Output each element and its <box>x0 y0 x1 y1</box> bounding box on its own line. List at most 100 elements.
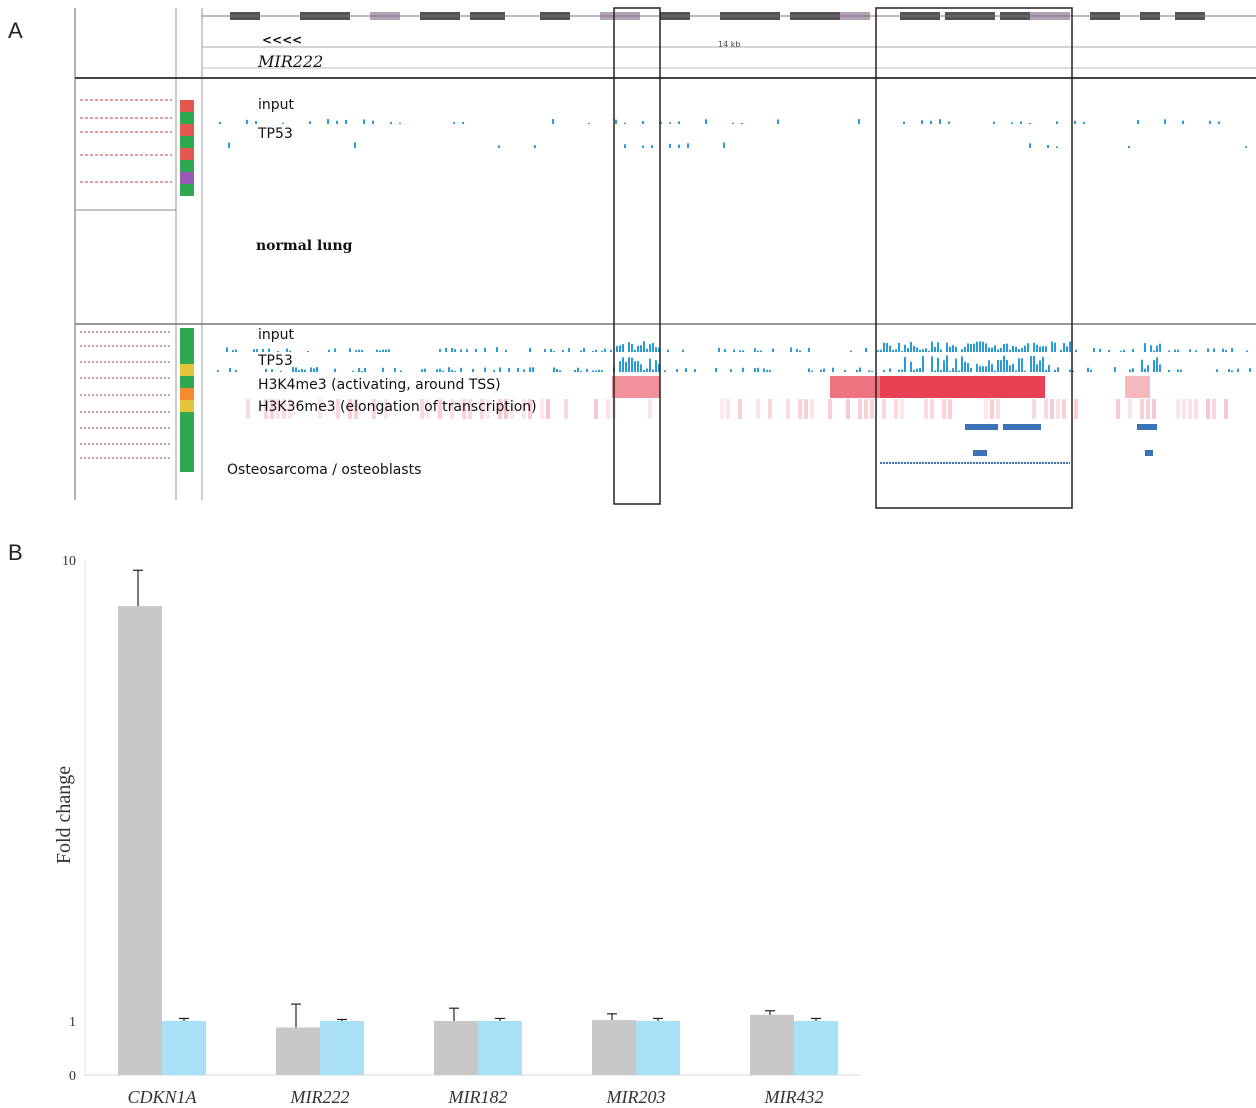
normal-section-label: normal lung <box>256 238 353 254</box>
signal-peak <box>559 370 561 372</box>
x-label-mir182: MIR182 <box>448 1087 508 1107</box>
signal-peak <box>379 350 381 352</box>
signal-peak <box>1147 365 1149 372</box>
h3k36me3-block <box>996 399 1000 419</box>
h3k36me3-block <box>1194 399 1198 419</box>
signal-peak <box>1063 343 1065 352</box>
signal-peak <box>970 344 972 352</box>
signal-peak <box>640 364 642 372</box>
gene-model-track <box>202 12 1256 20</box>
signal-peak <box>913 345 915 352</box>
signal-peak <box>994 345 996 352</box>
annotation-bar <box>1145 450 1153 456</box>
signal-peak <box>961 349 963 352</box>
signal-peak <box>622 357 624 372</box>
signal-peak <box>544 349 546 352</box>
signal-peak <box>1033 342 1035 352</box>
signal-peak <box>550 348 552 352</box>
signal-peak <box>1069 341 1071 352</box>
signal-peak <box>601 350 603 352</box>
track-swatch <box>180 340 194 352</box>
signal-peak <box>991 364 993 372</box>
signal-peak <box>925 348 927 352</box>
cancer-track-label-input: input <box>258 327 295 343</box>
signal-peak <box>622 344 624 352</box>
signal-peak <box>646 368 648 372</box>
signal-peak <box>1083 122 1085 124</box>
signal-peak <box>1174 349 1176 352</box>
x-labels: CDKN1A MIR222 MIR182 MIR203 MIR432 <box>127 1087 823 1107</box>
signal-peak <box>1042 346 1044 352</box>
signal-peak <box>934 346 936 352</box>
signal-peak <box>529 367 531 372</box>
h3k36me3-block <box>858 399 862 419</box>
signal-peak <box>652 369 654 372</box>
signal-peak <box>376 349 378 352</box>
signal-peak <box>718 347 720 352</box>
signal-peak <box>931 341 933 352</box>
h3k36me3-block <box>1116 399 1120 419</box>
signal-peak <box>910 341 912 352</box>
histone-mark-tracks <box>246 376 1228 419</box>
y-tick-label: 10 <box>62 554 76 569</box>
signal-peak <box>451 369 453 372</box>
x-label-cdkn1a: CDKN1A <box>127 1087 197 1107</box>
signal-peak <box>361 370 363 372</box>
signal-peak <box>850 350 852 352</box>
cancer-track-label-h3k4me3: H3K4me3 (activating, around TSS) <box>258 377 501 393</box>
signal-peak <box>937 342 939 352</box>
signal-peak <box>436 369 438 372</box>
h3k36me3-block <box>1212 399 1216 419</box>
signal-peak <box>217 370 219 372</box>
signal-peak <box>952 368 954 372</box>
signal-peak <box>574 369 576 372</box>
y-tick-label: 0 <box>69 1069 76 1084</box>
signal-peak <box>913 370 915 372</box>
h3k36me3-block <box>798 399 802 419</box>
signal-peak <box>400 370 402 372</box>
signal-peak <box>1074 120 1076 124</box>
h3k36me3-block <box>1140 399 1144 419</box>
signal-peak <box>454 349 456 352</box>
signal-peak <box>634 349 636 352</box>
signal-peak <box>687 143 689 148</box>
signal-peak <box>598 369 600 372</box>
signal-peak <box>1027 343 1029 352</box>
signal-peak <box>1060 349 1062 352</box>
signal-peak <box>811 370 813 372</box>
h3k36me3-block <box>1056 399 1060 419</box>
h3k36me3-block <box>1044 399 1048 419</box>
track-swatch <box>180 148 194 160</box>
signal-peak <box>354 142 356 148</box>
signal-peak <box>301 368 303 372</box>
signal-peak <box>1045 346 1047 352</box>
signal-peak <box>715 367 717 372</box>
signal-peak <box>562 350 564 352</box>
signal-peak <box>1012 345 1014 352</box>
signal-peak <box>682 349 684 352</box>
signal-peak <box>640 345 642 352</box>
normal-signal-tracks <box>219 119 1247 148</box>
signal-peak <box>355 350 357 352</box>
signal-peak <box>631 357 633 372</box>
h3k36me3-block <box>870 399 874 419</box>
signal-peak <box>475 349 477 352</box>
track-swatch <box>180 172 194 184</box>
h3k36me3-block <box>726 399 730 419</box>
bars <box>118 569 838 1075</box>
signal-peak <box>742 350 744 352</box>
signal-peak <box>229 367 231 372</box>
genome-browser-canvas <box>74 7 1256 509</box>
signal-peak <box>1011 122 1013 124</box>
signal-peak <box>678 144 680 148</box>
h3k36me3-block <box>498 399 502 419</box>
signal-peak <box>634 361 636 372</box>
signal-peak <box>271 369 273 372</box>
signal-peak <box>1087 367 1089 372</box>
signal-peak <box>985 343 987 352</box>
signal-peak <box>664 370 666 372</box>
signal-peak <box>472 369 474 372</box>
signal-peak <box>988 360 990 372</box>
h3k36me3-block <box>372 399 376 419</box>
track-swatch <box>180 376 194 388</box>
